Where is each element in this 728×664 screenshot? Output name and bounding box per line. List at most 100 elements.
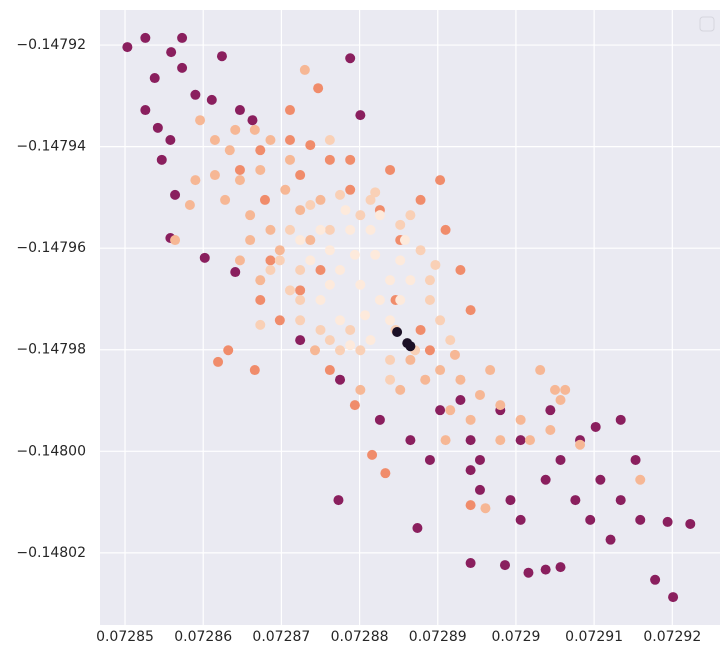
scatter-point <box>245 210 256 221</box>
scatter-point <box>274 315 285 326</box>
y-tick-label: −0.14792 <box>16 37 86 53</box>
scatter-point <box>324 279 335 290</box>
x-tick-label: 0.0729 <box>491 629 540 645</box>
scatter-point <box>335 315 346 326</box>
scatter-point <box>570 495 581 506</box>
scatter-point <box>274 255 285 266</box>
scatter-point <box>305 140 316 151</box>
scatter-point <box>392 326 403 337</box>
scatter-point <box>455 374 466 385</box>
scatter-point <box>545 424 556 435</box>
scatter-point <box>335 189 346 200</box>
scatter-point <box>455 265 466 276</box>
scatter-point <box>177 62 188 73</box>
scatter-point <box>140 32 151 43</box>
scatter-point <box>213 356 224 367</box>
scatter-point <box>234 164 245 175</box>
scatter-point <box>405 210 416 221</box>
scatter-point <box>315 294 326 305</box>
scatter-point <box>265 135 276 146</box>
scatter-point <box>355 279 366 290</box>
scatter-point <box>234 175 245 186</box>
scatter-point <box>184 200 195 211</box>
scatter-point <box>370 187 381 198</box>
y-tick-label: −0.14798 <box>16 342 86 358</box>
scatter-point <box>122 42 133 53</box>
scatter-point <box>249 365 260 376</box>
scatter-point <box>374 414 385 425</box>
scatter-point <box>405 354 416 365</box>
scatter-point <box>255 164 266 175</box>
scatter-point <box>635 514 646 525</box>
scatter-point <box>395 384 406 395</box>
x-tick-label: 0.07292 <box>643 629 701 645</box>
scatter-point <box>615 414 626 425</box>
scatter-point <box>495 400 506 411</box>
scatter-point <box>374 294 385 305</box>
scatter-point <box>374 210 385 221</box>
scatter-point <box>284 105 295 116</box>
scatter-point <box>355 345 366 356</box>
scatter-point <box>305 235 316 246</box>
y-tick-label: −0.14802 <box>16 545 86 561</box>
scatter-point <box>365 194 376 205</box>
scatter-point <box>465 305 476 316</box>
x-tick-label: 0.07291 <box>565 629 623 645</box>
scatter-point <box>335 265 346 276</box>
scatter-point <box>265 265 276 276</box>
scatter-point <box>255 319 266 330</box>
scatter-point <box>420 374 431 385</box>
scatter-point <box>345 340 356 351</box>
plot-area <box>100 10 720 625</box>
scatter-point <box>540 564 551 575</box>
scatter-point <box>224 145 235 156</box>
scatter-point <box>190 89 201 100</box>
scatter-point <box>399 235 410 246</box>
scatter-point <box>650 574 661 585</box>
x-tick-label: 0.07287 <box>252 629 310 645</box>
scatter-point <box>435 405 446 416</box>
scatter-point <box>449 349 460 360</box>
scatter-point <box>395 219 406 230</box>
scatter-point <box>365 335 376 346</box>
scatter-point <box>295 170 306 181</box>
scatter-point <box>295 285 306 296</box>
scatter-point <box>435 175 446 186</box>
scatter-point <box>605 534 616 545</box>
scatter-point <box>415 194 426 205</box>
scatter-point <box>284 135 295 146</box>
labels: 0.07285 0.07286 0.07287 0.07288 0.07289 0.072… <box>16 16 715 645</box>
scatter-point <box>140 105 151 116</box>
scatter-point <box>345 224 356 235</box>
scatter-point <box>385 275 396 286</box>
scatter-point <box>209 170 220 181</box>
scatter-point <box>440 435 451 446</box>
scatter-point <box>365 224 376 235</box>
scatter-point <box>345 324 356 335</box>
scatter-point <box>515 435 526 446</box>
marks <box>122 32 696 603</box>
scatter-point <box>575 439 586 450</box>
scatter-point <box>668 592 679 603</box>
scatter-point <box>360 310 371 321</box>
scatter-point <box>540 474 551 485</box>
scatter-point <box>230 267 241 278</box>
scatter-point <box>206 94 217 105</box>
scatter-point <box>255 145 266 156</box>
scatter-point <box>495 435 506 446</box>
scatter-point <box>474 454 485 465</box>
scatter-point <box>465 465 476 476</box>
scatter-point <box>424 345 435 356</box>
scatter-point <box>555 562 566 573</box>
scatter-point <box>480 503 491 514</box>
scatter-point <box>295 205 306 216</box>
scatter-point <box>385 374 396 385</box>
scatter-point <box>249 124 260 135</box>
scatter-point <box>295 265 306 276</box>
scatter-point <box>220 194 231 205</box>
scatter-point <box>295 235 306 246</box>
scatter-point <box>190 175 201 186</box>
scatter-point <box>685 518 696 529</box>
scatter-point <box>370 249 381 260</box>
